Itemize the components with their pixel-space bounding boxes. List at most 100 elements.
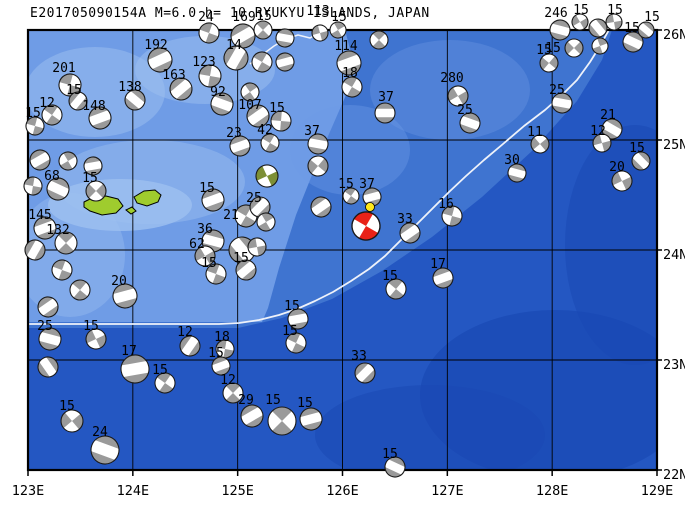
ball-compression-cap bbox=[311, 196, 327, 209]
depth-label: 15 bbox=[25, 106, 41, 121]
ball-quadrant bbox=[344, 188, 356, 196]
focal-mechanism-ball bbox=[385, 278, 407, 300]
ball-outline bbox=[60, 409, 84, 433]
depth-label: 92 bbox=[210, 85, 226, 100]
focal-mechanism-ball bbox=[83, 156, 103, 176]
ball-compression-cap bbox=[38, 296, 54, 309]
ball-quadrant bbox=[58, 243, 74, 254]
focal-mechanism-ball bbox=[287, 308, 309, 330]
ball-outline bbox=[46, 177, 70, 201]
ball-outline bbox=[267, 406, 297, 436]
axis-label-lon: 127E bbox=[431, 483, 464, 499]
ball-outline bbox=[307, 155, 329, 177]
depth-label: 20 bbox=[609, 160, 625, 175]
focal-mechanism-ball bbox=[605, 13, 623, 31]
ball-quadrant bbox=[346, 196, 358, 204]
ball-compression-cap bbox=[91, 451, 115, 464]
ball-compression-cap bbox=[130, 90, 146, 103]
ball-compression-cap bbox=[250, 197, 264, 211]
ball-quadrant bbox=[240, 216, 256, 227]
ball-quadrant bbox=[347, 87, 361, 97]
ball-outline bbox=[169, 77, 193, 101]
focal-mechanism-ball bbox=[246, 104, 270, 128]
focal-mechanism-ball bbox=[275, 52, 295, 72]
ball-quadrant bbox=[256, 21, 270, 30]
ball-quadrant bbox=[308, 159, 318, 174]
ball-outline bbox=[385, 278, 407, 300]
focal-mechanism-ball bbox=[37, 356, 59, 378]
ball-compression-cap bbox=[340, 64, 361, 75]
depth-label: 15 bbox=[545, 41, 561, 56]
ball-compression-cap bbox=[228, 244, 246, 263]
axis-label-lat: 24N bbox=[663, 247, 685, 263]
ball-compression-cap bbox=[241, 267, 257, 280]
depth-label: 15 bbox=[199, 181, 215, 196]
ball-outline bbox=[251, 51, 273, 73]
focal-mechanism-ball bbox=[571, 13, 589, 31]
ball-quadrant bbox=[389, 289, 404, 299]
ball-compression-cap bbox=[245, 415, 263, 427]
focal-mechanism-ball bbox=[588, 18, 608, 38]
ball-outline bbox=[38, 327, 62, 351]
depth-label: 15 bbox=[265, 393, 281, 408]
ball-compression-cap bbox=[170, 78, 186, 92]
ball-quadrant bbox=[565, 41, 574, 55]
ball-quadrant bbox=[280, 121, 291, 131]
focal-mechanism-ball bbox=[275, 28, 295, 48]
ball-outline bbox=[459, 112, 481, 134]
ball-quadrant bbox=[96, 183, 106, 199]
ball-quadrant bbox=[261, 213, 274, 222]
depth-label: 25 bbox=[549, 83, 565, 98]
ball-quadrant bbox=[614, 20, 622, 30]
focal-mechanism-ball bbox=[90, 435, 120, 465]
depth-label: 20 bbox=[111, 274, 127, 289]
ball-compression-cap bbox=[25, 240, 36, 256]
axis-label-lat: 22N bbox=[663, 467, 685, 483]
ball-outline bbox=[592, 133, 612, 153]
axis-label-lon: 125E bbox=[221, 483, 254, 499]
focal-mechanism-ball bbox=[33, 216, 57, 240]
ball-quadrant bbox=[262, 134, 275, 143]
ball-outline bbox=[90, 435, 120, 465]
ball-compression-cap bbox=[247, 105, 264, 118]
ball-compression-cap bbox=[236, 34, 255, 48]
focal-mechanism-ball bbox=[447, 85, 469, 107]
focal-mechanism-ball bbox=[631, 151, 651, 171]
depth-label: 15 bbox=[233, 251, 249, 266]
focal-mechanism-ball bbox=[230, 23, 256, 49]
focal-mechanism-ball bbox=[58, 151, 78, 171]
ball-outline bbox=[564, 38, 584, 58]
focal-mechanism-ball bbox=[69, 279, 91, 301]
ball-quadrant bbox=[258, 222, 271, 231]
ball-quadrant bbox=[388, 279, 403, 289]
focal-mechanism-ball bbox=[260, 133, 280, 153]
focal-mechanism-ball bbox=[147, 47, 173, 73]
depth-label: 15 bbox=[573, 3, 589, 18]
ball-compression-cap bbox=[124, 97, 140, 110]
focal-mechanism-ball bbox=[255, 164, 279, 188]
ball-outline bbox=[88, 106, 112, 130]
focal-mechanism-ball bbox=[592, 133, 612, 153]
ball-compression-cap bbox=[34, 159, 50, 170]
ball-outline bbox=[85, 180, 107, 202]
ball-outline bbox=[41, 104, 63, 126]
ball-compression-cap bbox=[152, 59, 172, 72]
focal-mechanism-ball bbox=[154, 372, 176, 394]
bathymetry-shade bbox=[565, 125, 657, 365]
ball-compression-cap bbox=[46, 357, 59, 373]
focal-mechanism-ball bbox=[85, 180, 107, 202]
ball-quadrant bbox=[236, 205, 252, 216]
ball-compression-cap bbox=[252, 114, 269, 127]
focal-mechanism-ball bbox=[299, 407, 323, 431]
ball-quadrant bbox=[331, 30, 342, 38]
depth-label: 145 bbox=[28, 208, 51, 223]
ball-quadrant bbox=[159, 383, 174, 393]
ball-quadrant bbox=[265, 143, 278, 152]
depth-label: 15 bbox=[297, 396, 313, 411]
ball-outline bbox=[33, 216, 57, 240]
ball-quadrant bbox=[272, 421, 292, 435]
ball-outline bbox=[507, 163, 527, 183]
depth-label: 42 bbox=[257, 123, 273, 138]
depth-label: 12 bbox=[39, 96, 55, 111]
